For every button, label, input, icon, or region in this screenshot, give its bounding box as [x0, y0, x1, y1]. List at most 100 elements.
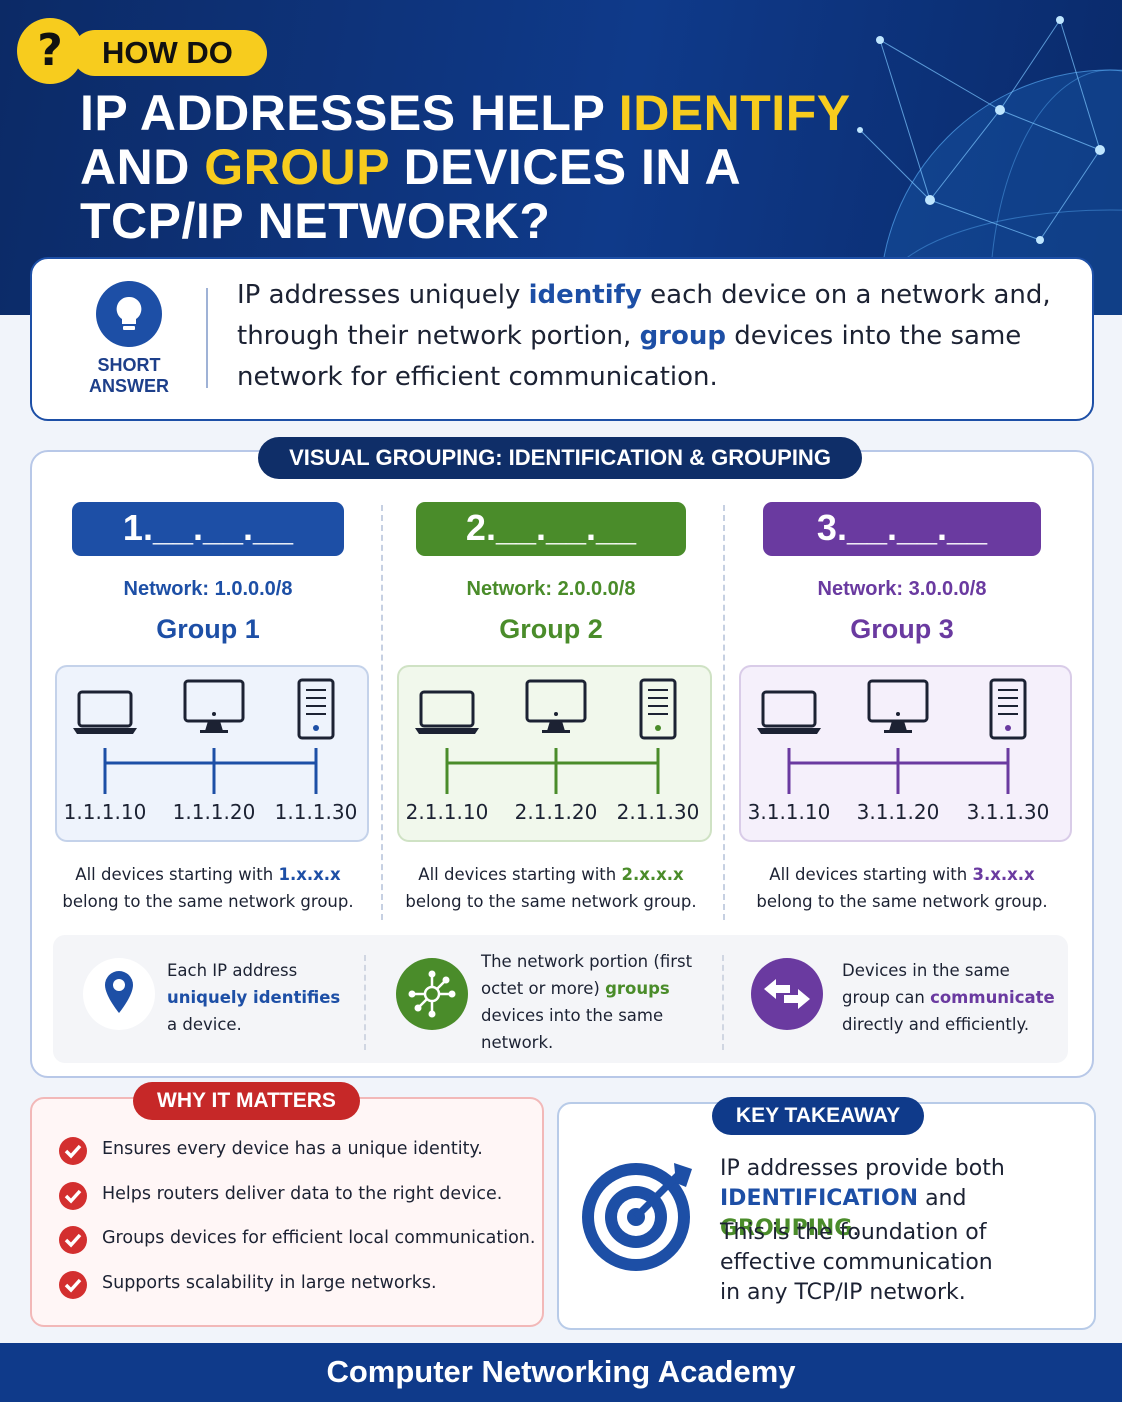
- icon-part: [1005, 725, 1011, 731]
- takeaway-title: KEY TAKEAWAY: [712, 1097, 924, 1135]
- icon-part: [889, 721, 907, 731]
- prefix-pill: 3.__.__.__: [763, 502, 1041, 556]
- emphasis: 3.x.x.x: [972, 865, 1035, 884]
- text-segment: DEVICES IN A: [389, 139, 742, 195]
- takeaway-line: in any TCP/IP network.: [720, 1280, 966, 1305]
- emphasis: GROUP: [204, 139, 390, 195]
- emphasis: 2.x.x.x: [621, 865, 684, 884]
- icon-part: [103, 748, 318, 794]
- icon-part: [408, 970, 456, 1018]
- emphasis: group: [639, 321, 726, 351]
- bulb-icon: [96, 281, 162, 347]
- takeaway-line: This is the foundation of: [720, 1220, 987, 1245]
- text-segment: directly and efficiently.: [842, 1015, 1030, 1034]
- bus: [787, 748, 1010, 800]
- ip-label: 2.1.1.30: [616, 800, 700, 824]
- icon-part: [1036, 236, 1044, 244]
- icon-part: [989, 678, 1027, 740]
- icon-part: [297, 678, 335, 740]
- text-segment: IP addresses uniquely: [237, 280, 529, 310]
- icon-part: [183, 679, 245, 733]
- icon-part: [205, 721, 223, 731]
- title-line: AND GROUP DEVICES IN A: [80, 138, 741, 196]
- device-icon: [415, 684, 479, 744]
- icon-part: [59, 1181, 87, 1210]
- device-icon: [182, 678, 246, 742]
- text-segment: All devices starting with: [418, 865, 622, 884]
- icon-part: [73, 690, 137, 734]
- icon-part: [995, 105, 1005, 115]
- icon-part: [757, 690, 821, 734]
- icon-part: [59, 1226, 87, 1254]
- why-item: Supports scalability in large networks.: [102, 1272, 437, 1293]
- icon-part: [547, 721, 565, 731]
- icon-part: [857, 127, 863, 133]
- icon-part: [103, 748, 318, 794]
- group-name: Group 1: [156, 614, 260, 644]
- target-icon: [582, 1163, 692, 1271]
- icon-part: [859, 19, 1101, 241]
- icon-part: [445, 748, 660, 794]
- text-segment: each device on a network and, through th…: [237, 280, 1051, 351]
- why-item: Ensures every device has a unique identi…: [102, 1139, 483, 1159]
- text-segment: a device.: [167, 1015, 242, 1034]
- takeaway-line: effective communication: [720, 1250, 993, 1275]
- point-text: The network portion (first octet or more…: [481, 948, 706, 1056]
- device-icon: [524, 678, 588, 742]
- icon-part: [857, 16, 1105, 244]
- text-segment: belong to the same network group.: [756, 892, 1048, 911]
- text-segment: The network portion (first octet or more…: [481, 952, 693, 998]
- emphasis: uniquely identifies: [167, 988, 341, 1007]
- takeaway-text: IP addresses provide both IDENTIFICATION…: [720, 1154, 1090, 1244]
- icon-part: [876, 36, 884, 44]
- icon-part: [761, 690, 817, 728]
- icon-part: [925, 195, 935, 205]
- point-text: Devices in the same group can communicat…: [842, 957, 1057, 1038]
- icon-part: [123, 326, 135, 330]
- icon-part: [59, 1270, 87, 1299]
- check-icon: [58, 1225, 88, 1259]
- short-answer-text: IP addresses uniquely identify each devi…: [237, 275, 1067, 398]
- ip-label: 3.1.1.20: [856, 800, 940, 824]
- text-segment: Each IP address: [167, 961, 298, 980]
- icon-part: [999, 109, 1101, 151]
- device-icon: [988, 678, 1028, 744]
- icon-part: [999, 19, 1061, 111]
- emphasis: IDENTIFICATION: [720, 1186, 919, 1211]
- point-icon: [82, 957, 156, 1035]
- icon-part: [396, 958, 468, 1030]
- ip-label: 2.1.1.20: [514, 800, 598, 824]
- divider: [364, 955, 366, 1050]
- group-note: All devices starting with 3.x.x.x belong…: [747, 861, 1057, 915]
- icon-part: [64, 1144, 82, 1159]
- divider: [722, 955, 724, 1050]
- icon-part: [59, 1270, 87, 1299]
- divider: [723, 505, 725, 920]
- text-segment: IP ADDRESSES HELP: [80, 85, 619, 141]
- icon-part: [639, 678, 677, 740]
- icon-part: [867, 679, 929, 733]
- text-segment: Devices in the same group can: [842, 961, 1010, 1007]
- device-icon: [296, 678, 336, 744]
- bus: [445, 748, 660, 800]
- device-icon: [638, 678, 678, 744]
- icon-part: [415, 690, 479, 734]
- ip-label: 3.1.1.30: [966, 800, 1050, 824]
- icon-part: [408, 990, 416, 998]
- icon-part: [212, 712, 216, 716]
- icon-part: [105, 971, 133, 1013]
- network-label: Network: 2.0.0.0/8: [466, 578, 636, 600]
- emphasis: GROUPING: [720, 1216, 853, 1241]
- prefix-pill: 1.__.__.__: [72, 502, 344, 556]
- text-segment: belong to the same network group.: [405, 892, 697, 911]
- icon-part: [419, 690, 475, 728]
- icon-part: [428, 1010, 436, 1018]
- icon-part: [113, 979, 125, 991]
- title-line: TCP/IP NETWORK?: [80, 192, 550, 250]
- icon-part: [73, 728, 137, 734]
- text-segment: .: [852, 1216, 860, 1241]
- text-segment: devices into the same network for effici…: [237, 321, 1022, 392]
- emphasis: IDENTIFY: [618, 85, 851, 141]
